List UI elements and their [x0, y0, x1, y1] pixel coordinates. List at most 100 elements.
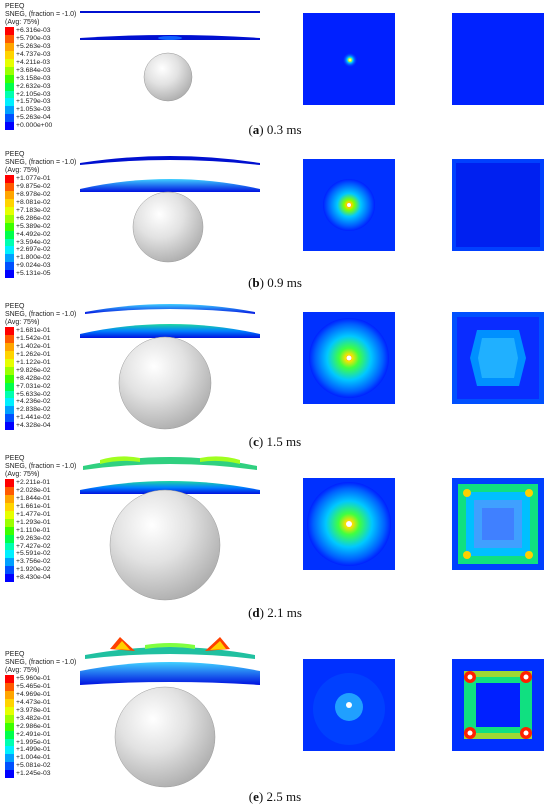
caption-time: 0.9 ms	[267, 275, 302, 290]
legend-value: +0.000e+00	[16, 122, 53, 130]
legend-value: +1.293e-01	[16, 518, 51, 526]
legend-subtitle: SNEG, (fraction = -1.0)	[5, 10, 77, 18]
front-plate-contour	[303, 159, 395, 251]
legend-title: PEEQ	[5, 3, 25, 10]
legend: PEEQ SNEG, (fraction = -1.0) (Avg: 75%) …	[5, 455, 76, 582]
legend-title: PEEQ	[5, 455, 25, 462]
legend-value: +5.389e-02	[16, 222, 51, 230]
back-plate-contour	[452, 659, 544, 751]
legend-value: +9.875e-02	[16, 183, 51, 191]
legend-value: +7.183e-02	[16, 207, 51, 214]
legend-value: +1.995e-01	[16, 738, 51, 746]
legend-avg: (Avg: 75%)	[5, 318, 40, 326]
color-scale: +6.316e-03 +5.790e-03 +5.263e-03 +4.737e…	[5, 27, 76, 130]
legend-value: +3.158e-03	[16, 74, 51, 82]
legend-value: +9.263e-02	[16, 534, 51, 542]
caption-letter: a	[252, 122, 260, 137]
legend-value: +1.579e-03	[16, 98, 51, 106]
side-view-figure	[80, 11, 260, 102]
front-plate-contour	[303, 13, 395, 105]
caption-letter: e	[253, 789, 259, 804]
legend-value: +3.978e-01	[16, 707, 51, 714]
legend-value: +1.110e-01	[16, 526, 51, 534]
side-view-figure	[80, 456, 260, 601]
side-view-figure	[80, 304, 260, 430]
legend-value: +4.236e-02	[16, 398, 51, 406]
caption: (d) 2.1 ms	[248, 605, 302, 620]
legend: PEEQ SNEG, (fraction = -1.0) (Avg: 75%) …	[5, 651, 76, 778]
caption-letter: d	[252, 605, 260, 620]
front-plate-contour	[303, 478, 395, 570]
color-scale: +5.960e-01 +5.465e-01 +4.969e-01 +4.473e…	[5, 675, 76, 778]
front-plate-contour	[303, 659, 395, 751]
panel-d: PEEQ SNEG, (fraction = -1.0) (Avg: 75%) …	[0, 450, 550, 625]
legend-subtitle: SNEG, (fraction = -1.0)	[5, 158, 77, 166]
legend-value: +7.031e-02	[16, 382, 51, 390]
legend-value: +4.969e-01	[16, 691, 51, 699]
legend-title: PEEQ	[5, 651, 25, 658]
caption-time: 1.5 ms	[266, 434, 302, 449]
legend-value: +3.684e-03	[16, 66, 51, 74]
legend-value: +5.465e-01	[16, 683, 51, 691]
caption-time: 0.3 ms	[266, 122, 302, 137]
legend-value: +2.491e-01	[16, 730, 51, 738]
back-plate-contour	[452, 159, 544, 251]
color-scale: +1.681e-01 +1.542e-01 +1.402e-01 +1.262e…	[5, 327, 76, 430]
legend-value: +1.402e-01	[16, 343, 51, 351]
legend-title: PEEQ	[5, 151, 25, 158]
legend-value: +1.441e-02	[16, 414, 51, 422]
legend-subtitle: SNEG, (fraction = -1.0)	[5, 462, 77, 470]
legend-value: +1.245e-03	[16, 770, 51, 778]
legend-value: +4.473e-01	[16, 699, 51, 707]
legend-value: +8.978e-02	[16, 191, 51, 199]
legend-value: +5.263e-04	[16, 114, 51, 122]
legend-value: +4.492e-02	[16, 230, 51, 238]
legend-value: +8.428e-02	[16, 374, 51, 382]
legend-value: +5.633e-02	[16, 390, 51, 398]
legend-value: +8.081e-02	[16, 199, 51, 207]
legend-avg: (Avg: 75%)	[5, 666, 40, 674]
legend-value: +1.661e-01	[16, 503, 51, 511]
caption: (b) 0.9 ms	[248, 275, 302, 290]
panel-c: PEEQ SNEG, (fraction = -1.0) (Avg: 75%) …	[0, 300, 550, 455]
legend-value: +3.594e-02	[16, 238, 51, 246]
legend-value: +3.756e-02	[16, 558, 51, 566]
legend-value: +2.105e-03	[16, 90, 51, 98]
legend-value: +2.697e-02	[16, 246, 51, 254]
back-plate-contour	[452, 478, 544, 570]
legend-value: +1.844e-01	[16, 495, 51, 503]
panel-e: PEEQ SNEG, (fraction = -1.0) (Avg: 75%) …	[0, 625, 550, 810]
legend: PEEQ SNEG, (fraction = -1.0) (Avg: 75%) …	[5, 151, 76, 278]
caption-time: 2.5 ms	[266, 789, 302, 804]
front-plate-contour	[303, 312, 395, 404]
legend-value: +1.053e-03	[16, 106, 51, 114]
legend-value: +2.838e-02	[16, 406, 51, 414]
legend-value: +1.800e-02	[16, 254, 51, 262]
color-scale: +1.077e-01 +9.875e-02 +8.978e-02 +8.081e…	[5, 175, 76, 278]
caption: (a) 0.3 ms	[248, 122, 302, 137]
legend-avg: (Avg: 75%)	[5, 18, 40, 26]
legend-value: +1.920e-02	[16, 566, 51, 574]
legend-avg: (Avg: 75%)	[5, 470, 40, 478]
caption-letter: c	[253, 434, 259, 449]
caption: (c) 1.5 ms	[248, 434, 302, 449]
caption-letter: b	[252, 275, 260, 290]
caption-time: 2.1 ms	[267, 605, 302, 620]
legend-value: +6.286e-02	[16, 214, 51, 222]
legend-subtitle: SNEG, (fraction = -1.0)	[5, 658, 77, 666]
legend-value: +1.542e-01	[16, 335, 51, 343]
legend-title: PEEQ	[5, 303, 25, 310]
legend-value: +9.826e-02	[16, 366, 51, 374]
legend-value: +5.790e-03	[16, 35, 51, 43]
legend-value: +5.591e-02	[16, 550, 51, 558]
legend-value: +2.211e-01	[16, 479, 51, 487]
legend-value: +4.737e-03	[16, 51, 51, 59]
legend-value: +7.427e-02	[16, 542, 51, 550]
legend: PEEQ SNEG, (fraction = -1.0) (Avg: 75%) …	[5, 3, 76, 130]
legend-value: +1.262e-01	[16, 351, 51, 359]
legend-value: +1.499e-01	[16, 746, 51, 754]
legend-value: +9.024e-03	[16, 262, 51, 270]
legend-value: +4.211e-03	[16, 59, 51, 66]
legend-value: +1.681e-01	[16, 327, 51, 335]
legend-value: +3.482e-01	[16, 714, 51, 722]
